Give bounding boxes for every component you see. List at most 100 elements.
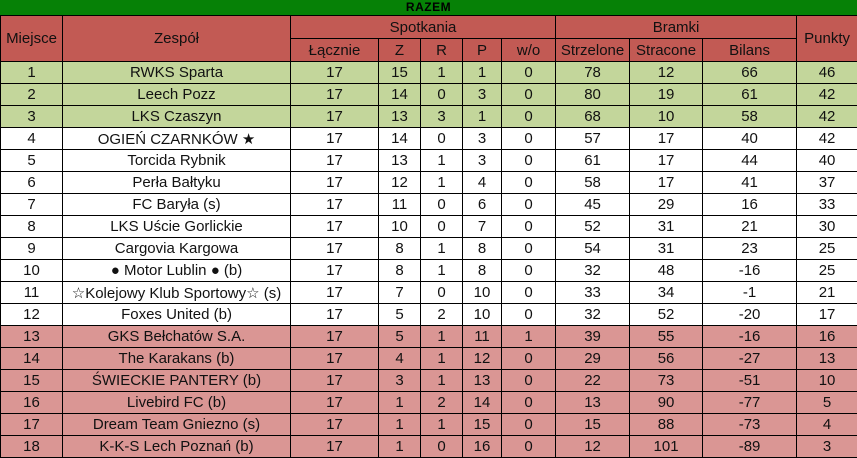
cell-team[interactable]: Leech Pozz [62,83,291,106]
cell-losses[interactable]: 3 [462,149,502,172]
cell-wins[interactable]: 1 [378,391,421,414]
cell-walkovers[interactable]: 0 [500,105,557,128]
cell-team[interactable]: LKS Uście Gorlickie [62,215,291,238]
cell-draws[interactable]: 1 [420,325,463,348]
cell-losses[interactable]: 11 [462,325,502,348]
cell-wins[interactable]: 5 [378,303,421,326]
cell-walkovers[interactable]: 0 [500,83,557,106]
cell-goals-scored[interactable]: 78 [555,61,631,84]
cell-team[interactable]: Cargovia Kargowa [62,237,291,260]
cell-walkovers[interactable]: 0 [500,215,557,238]
cell-goals-scored[interactable]: 57 [555,127,631,150]
cell-walkovers[interactable]: 0 [500,413,557,436]
cell-goals-scored[interactable]: 33 [555,281,631,304]
cell-walkovers[interactable]: 0 [500,391,557,414]
cell-goals-conceded[interactable]: 101 [629,435,704,458]
cell-goal-balance[interactable]: 61 [702,83,798,106]
cell-wins[interactable]: 15 [378,61,421,84]
cell-walkovers[interactable]: 0 [500,347,557,370]
cell-place[interactable]: 9 [0,237,63,260]
cell-place[interactable]: 5 [0,149,63,172]
cell-place[interactable]: 15 [0,369,63,392]
cell-points[interactable]: 46 [796,61,857,84]
cell-wins[interactable]: 4 [378,347,421,370]
cell-walkovers[interactable]: 1 [500,325,557,348]
header-goals-conceded[interactable]: Stracone [629,38,704,62]
cell-matches-total[interactable]: 17 [290,303,379,326]
cell-losses[interactable]: 8 [462,259,502,282]
cell-goals-conceded[interactable]: 29 [629,193,704,216]
cell-draws[interactable]: 1 [420,237,463,260]
cell-wins[interactable]: 8 [378,237,421,260]
cell-draws[interactable]: 1 [420,259,463,282]
cell-team[interactable]: FC Baryła (s) [62,193,291,216]
cell-draws[interactable]: 2 [420,391,463,414]
cell-goal-balance[interactable]: 44 [702,149,798,172]
cell-draws[interactable]: 1 [420,149,463,172]
header-place[interactable]: Miejsce [0,15,63,62]
cell-draws[interactable]: 0 [420,281,463,304]
cell-points[interactable]: 4 [796,413,857,436]
cell-draws[interactable]: 1 [420,171,463,194]
cell-team[interactable]: Perła Bałtyku [62,171,291,194]
header-goal-balance[interactable]: Bilans [702,38,798,62]
cell-losses[interactable]: 6 [462,193,502,216]
header-matches-total[interactable]: Łącznie [290,38,379,62]
cell-team[interactable]: Foxes United (b) [62,303,291,326]
cell-goals-conceded[interactable]: 12 [629,61,704,84]
cell-matches-total[interactable]: 17 [290,391,379,414]
cell-matches-total[interactable]: 17 [290,435,379,458]
cell-team[interactable]: The Karakans (b) [62,347,291,370]
cell-draws[interactable]: 0 [420,83,463,106]
cell-matches-total[interactable]: 17 [290,105,379,128]
cell-goals-conceded[interactable]: 48 [629,259,704,282]
cell-team[interactable]: ☆Kolejowy Klub Sportowy☆ (s) [62,281,291,304]
header-points[interactable]: Punkty [796,15,857,62]
cell-goals-scored[interactable]: 80 [555,83,631,106]
cell-goal-balance[interactable]: -51 [702,369,798,392]
cell-place[interactable]: 4 [0,127,63,150]
cell-draws[interactable]: 0 [420,215,463,238]
cell-draws[interactable]: 1 [420,347,463,370]
cell-place[interactable]: 18 [0,435,63,458]
header-team[interactable]: Zespół [62,15,291,62]
cell-wins[interactable]: 11 [378,193,421,216]
cell-goal-balance[interactable]: -73 [702,413,798,436]
cell-team[interactable]: RWKS Sparta [62,61,291,84]
cell-wins[interactable]: 10 [378,215,421,238]
cell-points[interactable]: 16 [796,325,857,348]
cell-walkovers[interactable]: 0 [500,149,557,172]
cell-team[interactable]: GKS Bełchatów S.A. [62,325,291,348]
cell-goals-conceded[interactable]: 17 [629,149,704,172]
cell-goals-conceded[interactable]: 52 [629,303,704,326]
header-goals-group[interactable]: Bramki [555,15,798,39]
cell-goals-scored[interactable]: 52 [555,215,631,238]
cell-losses[interactable]: 13 [462,369,502,392]
cell-draws[interactable]: 0 [420,435,463,458]
cell-points[interactable]: 21 [796,281,857,304]
cell-matches-total[interactable]: 17 [290,215,379,238]
header-goals-scored[interactable]: Strzelone [555,38,631,62]
cell-points[interactable]: 3 [796,435,857,458]
cell-wins[interactable]: 1 [378,435,421,458]
cell-goal-balance[interactable]: -89 [702,435,798,458]
cell-goals-scored[interactable]: 13 [555,391,631,414]
cell-points[interactable]: 13 [796,347,857,370]
cell-points[interactable]: 10 [796,369,857,392]
cell-goals-scored[interactable]: 15 [555,413,631,436]
cell-points[interactable]: 42 [796,105,857,128]
header-losses[interactable]: P [462,38,502,62]
cell-goals-conceded[interactable]: 55 [629,325,704,348]
cell-losses[interactable]: 10 [462,281,502,304]
cell-goal-balance[interactable]: 23 [702,237,798,260]
cell-team[interactable]: Dream Team Gniezno (s) [62,413,291,436]
cell-wins[interactable]: 1 [378,413,421,436]
cell-losses[interactable]: 8 [462,237,502,260]
cell-losses[interactable]: 3 [462,127,502,150]
cell-walkovers[interactable]: 0 [500,303,557,326]
cell-walkovers[interactable]: 0 [500,127,557,150]
cell-points[interactable]: 40 [796,149,857,172]
cell-goals-conceded[interactable]: 17 [629,127,704,150]
cell-goal-balance[interactable]: -1 [702,281,798,304]
cell-goals-scored[interactable]: 32 [555,259,631,282]
